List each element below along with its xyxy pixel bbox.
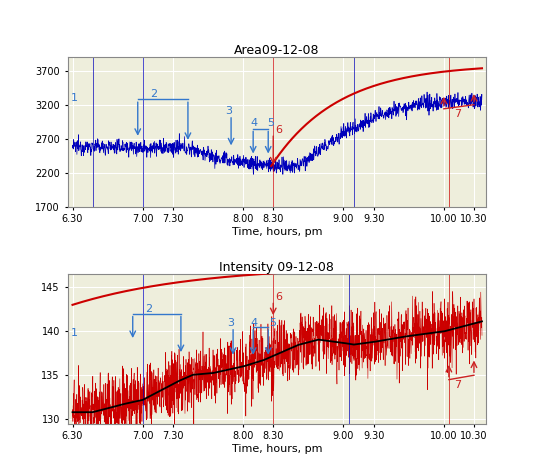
Text: 4: 4 [250, 118, 257, 128]
X-axis label: Time, hours, pm: Time, hours, pm [232, 444, 322, 454]
Text: 3: 3 [225, 106, 232, 116]
Title: Intensity 09-12-08: Intensity 09-12-08 [219, 261, 334, 274]
Text: 5: 5 [269, 317, 276, 327]
Text: 6: 6 [275, 125, 282, 135]
Title: Area09-12-08: Area09-12-08 [234, 44, 320, 57]
Text: 7: 7 [454, 379, 461, 389]
Text: 7: 7 [454, 109, 461, 119]
Text: 1: 1 [71, 327, 78, 337]
Text: 5: 5 [267, 118, 274, 128]
X-axis label: Time, hours, pm: Time, hours, pm [232, 227, 322, 237]
Text: 4: 4 [250, 317, 257, 327]
Text: 1: 1 [71, 93, 78, 103]
Text: 6: 6 [275, 292, 282, 302]
Text: 3: 3 [227, 318, 234, 328]
Text: 2: 2 [150, 89, 157, 99]
Text: 2: 2 [145, 304, 152, 314]
